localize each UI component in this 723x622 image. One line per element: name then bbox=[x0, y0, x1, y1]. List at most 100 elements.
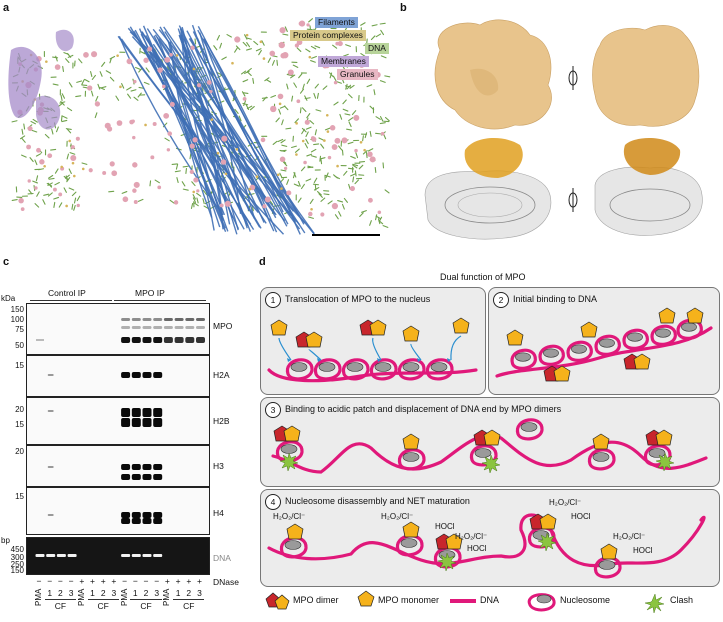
dna-fiber bbox=[352, 163, 359, 167]
legend-dna-label: DNA bbox=[480, 595, 500, 605]
granule bbox=[331, 144, 338, 150]
dna-fiber bbox=[63, 187, 67, 193]
lane-label: PMA bbox=[76, 588, 86, 606]
panel-label-c: c bbox=[3, 256, 10, 268]
nucleosome-dna-wrap bbox=[538, 344, 565, 366]
dna-fiber bbox=[284, 26, 288, 33]
dna-fiber bbox=[109, 57, 113, 64]
kda-unit: kDa bbox=[1, 294, 16, 303]
dna-fiber bbox=[314, 45, 321, 49]
dna-fiber bbox=[325, 172, 329, 179]
granule bbox=[353, 114, 360, 121]
blot-label-h3: H3 bbox=[213, 461, 224, 471]
dna-fiber bbox=[121, 83, 125, 89]
blot-band bbox=[121, 326, 131, 329]
dna-fiber bbox=[358, 161, 366, 163]
granule bbox=[377, 210, 382, 215]
protein-complex bbox=[278, 102, 282, 106]
dna-fiber bbox=[29, 157, 34, 163]
protein-complex bbox=[235, 148, 239, 151]
lane-label: 3 bbox=[197, 588, 202, 598]
mpo-monomer bbox=[506, 329, 524, 346]
dna-fiber bbox=[337, 199, 344, 203]
granule bbox=[368, 197, 373, 203]
dna-fiber bbox=[11, 120, 18, 123]
nucleosome-core bbox=[571, 344, 587, 354]
lane-label: PMA bbox=[119, 588, 129, 606]
dna-fiber bbox=[28, 189, 33, 195]
dna-fiber bbox=[275, 117, 280, 123]
dna-fiber bbox=[38, 168, 45, 171]
cf-label: CF bbox=[140, 601, 152, 611]
granule bbox=[34, 186, 38, 190]
granule bbox=[109, 161, 115, 167]
dna-fiber bbox=[54, 168, 59, 174]
lane-label: 3 bbox=[154, 588, 160, 598]
nucleosome-core bbox=[346, 362, 364, 372]
dna-fiber bbox=[348, 121, 352, 128]
granule bbox=[133, 181, 140, 188]
blot-band bbox=[196, 337, 205, 343]
dna-fiber bbox=[247, 71, 252, 77]
granule bbox=[143, 57, 149, 63]
dna-fiber bbox=[249, 106, 255, 111]
dna-fiber bbox=[216, 34, 220, 41]
nucleosome-core bbox=[290, 362, 308, 372]
blot-band bbox=[131, 372, 141, 378]
dna-fiber bbox=[362, 135, 364, 142]
granule bbox=[380, 131, 385, 136]
granule bbox=[277, 93, 284, 100]
nucleosome-dna-wrap bbox=[622, 328, 649, 350]
clash-star bbox=[537, 532, 557, 552]
dna-fiber bbox=[305, 131, 309, 138]
dnase-sign: − bbox=[68, 576, 74, 586]
dna-fiber bbox=[309, 120, 315, 125]
granule bbox=[122, 196, 129, 203]
dna-fiber bbox=[375, 132, 382, 135]
mpo-ip-bracket bbox=[114, 300, 206, 301]
dna-fiber bbox=[94, 112, 98, 119]
mpo-monomer bbox=[452, 317, 470, 334]
dna-fiber bbox=[81, 162, 88, 165]
gel-band bbox=[56, 554, 66, 557]
dna-fiber bbox=[180, 133, 187, 137]
dna-fiber bbox=[21, 154, 27, 158]
dna-fiber bbox=[192, 194, 196, 200]
dna-fiber bbox=[293, 183, 300, 187]
nucleosome-core bbox=[648, 448, 666, 458]
blot-band bbox=[142, 474, 152, 480]
translocation-arrow bbox=[278, 337, 292, 361]
tomogram-render bbox=[6, 10, 396, 250]
cf-label: CF bbox=[54, 601, 67, 611]
dna-fiber bbox=[196, 197, 199, 204]
nucleosome-dna-wrap bbox=[314, 358, 342, 381]
filament bbox=[178, 34, 223, 215]
dna-fiber bbox=[99, 86, 105, 91]
mpo-monomer bbox=[402, 325, 420, 342]
nucleosome-dna-wrap bbox=[650, 324, 677, 346]
tomogram-svg bbox=[8, 18, 391, 235]
filament bbox=[203, 38, 292, 217]
clash-star bbox=[481, 454, 501, 474]
granule bbox=[190, 45, 195, 50]
lane-label: 1 bbox=[175, 588, 181, 598]
dna-fiber bbox=[101, 61, 106, 67]
dnase-sign: + bbox=[164, 576, 170, 586]
dna-fiber bbox=[320, 143, 325, 149]
blot-band bbox=[121, 512, 131, 518]
dna-fiber bbox=[71, 203, 74, 210]
mpo-monomer bbox=[633, 353, 651, 370]
dna-fiber bbox=[362, 150, 368, 155]
dna-fiber bbox=[343, 197, 349, 203]
dna-fiber bbox=[276, 59, 279, 66]
legend-filaments: Filaments bbox=[315, 17, 358, 28]
nucleosome-dna-wrap bbox=[644, 444, 672, 467]
protein-complex bbox=[60, 165, 64, 169]
gel-band bbox=[121, 554, 131, 557]
protein-complex bbox=[119, 85, 122, 89]
dna-fiber bbox=[261, 97, 268, 99]
dna-fiber bbox=[278, 108, 282, 115]
dna-fiber bbox=[342, 108, 349, 112]
dna-fiber bbox=[169, 199, 175, 204]
dna-fiber bbox=[90, 71, 93, 77]
